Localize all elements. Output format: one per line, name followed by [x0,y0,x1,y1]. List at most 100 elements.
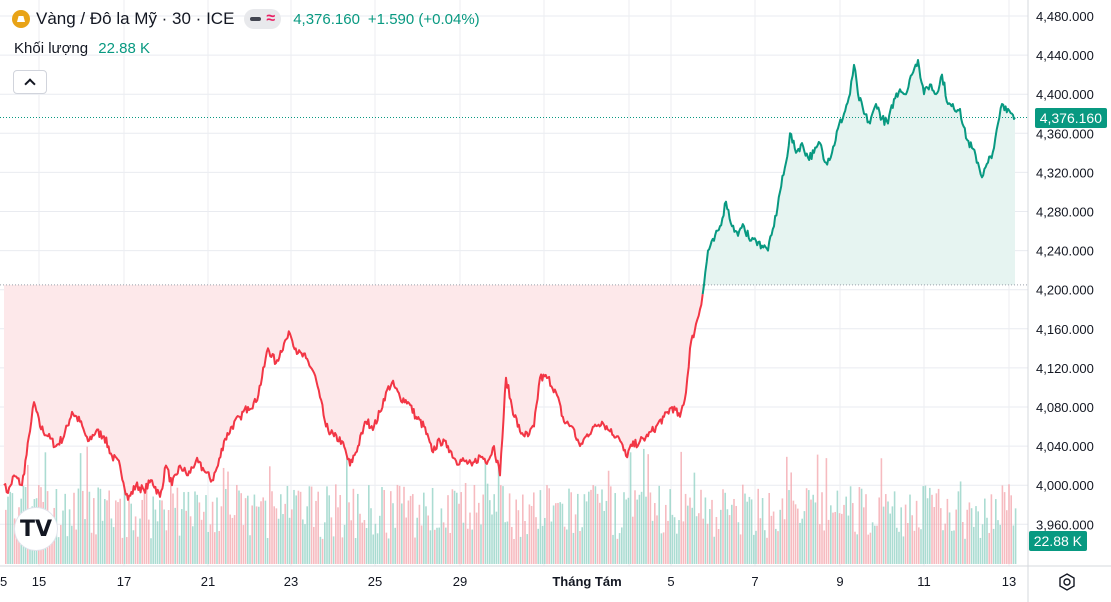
volume-bar [544,517,546,564]
volume-bar [445,527,447,564]
volume-bar [123,484,126,564]
volume-bar [550,521,553,564]
volume-bar [618,533,621,564]
volume-bar [907,523,909,564]
settings-icon[interactable] [1058,573,1076,591]
volume-bar [942,530,944,564]
symbol-title[interactable]: Vàng / Đô la Mỹ · 30 · ICE [36,9,235,28]
volume-bar [167,510,170,564]
volume-bar [117,502,119,564]
volume-bar [326,486,328,564]
volume-bar [119,498,121,564]
volume-bar [429,530,432,564]
volume-bar [713,536,715,564]
volume-bar [511,526,513,564]
volume-bar [324,522,326,564]
volume-bar [885,494,887,564]
volume-bar [141,499,143,564]
volume-bar [735,505,737,564]
volume-bar [163,509,165,564]
volume-bar [359,513,361,564]
approx-icon: ≈ [266,10,276,27]
price-change: +1.590 (+0.04%) [367,10,480,28]
volume-bar [192,526,194,564]
volume-bar [244,498,247,564]
volume-bar [599,502,601,564]
volume-bar [750,499,753,564]
price-lines [3,59,1016,501]
volume-bar [506,521,509,564]
last-price: 4,376.160 [293,10,360,28]
chart-style-pill[interactable]: ≈ [244,9,282,29]
volume-bar [282,514,284,564]
volume-bar [781,498,784,564]
volume-bar [75,529,77,564]
volume-bar [935,493,938,564]
volume-bar [436,527,438,564]
volume-bar [658,485,660,564]
volume-bar [440,508,443,564]
volume-bar [526,534,528,564]
volume-bar [148,519,150,564]
volume-bar [132,530,135,564]
volume-bar [823,530,825,564]
volume-bar [442,522,445,564]
volume-bar [451,489,454,564]
volume-bar [845,496,847,564]
volume-bar [915,500,918,564]
volume-bar [979,537,982,564]
volume-bar [948,512,951,564]
volume-bar [887,501,889,564]
volume-bar [143,490,146,564]
volume-bar [1003,492,1006,564]
volume-bar [755,530,757,564]
volume-bar [502,486,504,564]
volume-bar [449,532,451,564]
volume-bar [425,506,427,564]
volume-bar [678,520,680,564]
x-tick-label: 11 [917,574,931,589]
down-area [4,284,703,500]
volume-bar [592,485,594,564]
volume-bar [984,498,986,564]
collapse-legend-button[interactable] [13,70,47,94]
tradingview-logo-icon[interactable]: TV [14,507,58,551]
volume-bar [902,536,905,564]
volume-bar [937,488,940,564]
volume-bar [973,526,975,564]
volume-bar [420,525,423,564]
volume-bar [154,509,157,564]
volume-bar [871,522,874,564]
volume-bar [834,511,836,564]
baseline-areas [4,60,1015,500]
volume-bar [856,534,858,564]
volume-bar [702,518,704,564]
volume-bar [812,494,814,564]
volume-bar [88,491,91,564]
volume-bar [777,531,779,564]
volume-bar [841,513,843,564]
volume-bar [913,530,916,564]
down-line [3,293,704,501]
volume-bar [161,500,163,564]
gold-symbol-icon [12,10,30,28]
volume-bar [284,503,286,564]
volume-bar [216,497,218,564]
volume-bar [240,493,242,564]
volume-bar [555,503,557,564]
volume-bar [121,537,124,564]
volume-bar [310,486,313,564]
volume-bar [528,504,531,564]
volume-bar [715,516,718,564]
volume-bar [951,530,953,564]
y-tick-label: 4,480.000 [1036,9,1094,24]
volume-bar [381,487,383,564]
volume-bar [920,529,922,564]
volume-bar [112,527,115,564]
volume-bar [225,488,227,564]
volume-bar [684,493,687,564]
volume-bar [656,515,658,564]
volume-bar [95,534,97,564]
volume-bar [172,493,174,564]
